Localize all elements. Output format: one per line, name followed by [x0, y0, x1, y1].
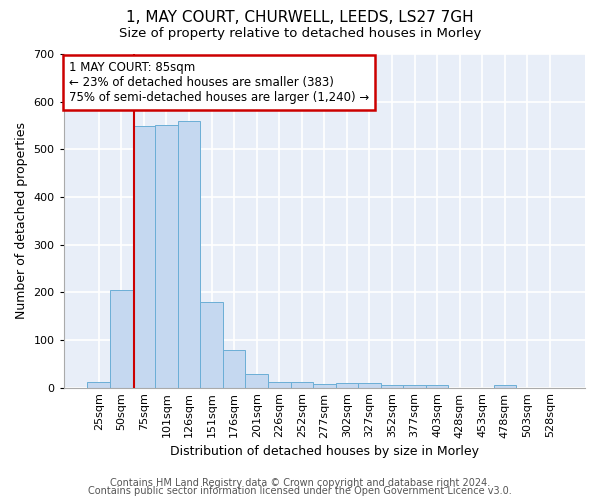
Bar [245, 374, 268, 388]
Bar [335, 383, 358, 388]
Text: Contains public sector information licensed under the Open Government Licence v3: Contains public sector information licen… [88, 486, 512, 496]
Text: 1 MAY COURT: 85sqm
← 23% of detached houses are smaller (383)
75% of semi-detach: 1 MAY COURT: 85sqm ← 23% of detached hou… [69, 60, 369, 104]
Text: 1, MAY COURT, CHURWELL, LEEDS, LS27 7GH: 1, MAY COURT, CHURWELL, LEEDS, LS27 7GH [126, 10, 474, 25]
Bar [88, 382, 110, 388]
Bar [110, 290, 133, 388]
Bar [133, 126, 155, 388]
Bar [313, 384, 335, 388]
Text: Size of property relative to detached houses in Morley: Size of property relative to detached ho… [119, 28, 481, 40]
Bar [403, 385, 426, 388]
Bar [426, 385, 448, 388]
Bar [155, 126, 178, 388]
Bar [268, 382, 290, 388]
Bar [358, 383, 381, 388]
Y-axis label: Number of detached properties: Number of detached properties [15, 122, 28, 320]
Bar [290, 382, 313, 388]
Text: Contains HM Land Registry data © Crown copyright and database right 2024.: Contains HM Land Registry data © Crown c… [110, 478, 490, 488]
Bar [223, 350, 245, 388]
Bar [494, 385, 516, 388]
X-axis label: Distribution of detached houses by size in Morley: Distribution of detached houses by size … [170, 444, 479, 458]
Bar [381, 384, 403, 388]
Bar [178, 120, 200, 388]
Bar [200, 302, 223, 388]
